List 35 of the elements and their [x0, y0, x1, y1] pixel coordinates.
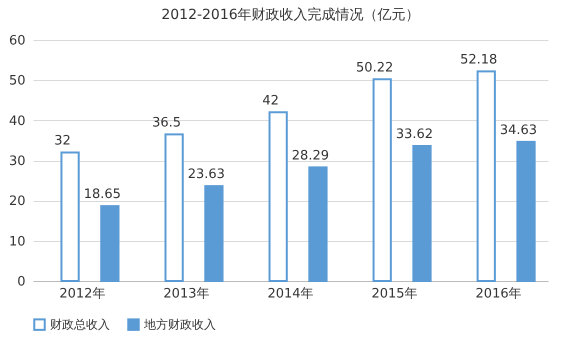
chart-title: 2012-2016年财政收入完成情况（亿元）	[161, 7, 420, 23]
bar	[60, 151, 80, 282]
y-tick-label: 20	[8, 194, 26, 210]
y-tick-label: 50	[8, 74, 26, 89]
y-tick-label: 0	[17, 274, 26, 290]
y-tick-label: 60	[8, 34, 26, 48]
data-label: 23.63	[188, 167, 225, 182]
data-label: 42	[262, 93, 279, 108]
data-label: 36.5	[152, 115, 182, 130]
bar	[164, 133, 184, 282]
data-label: 28.29	[292, 148, 329, 164]
x-tick-label: 2012年	[59, 286, 106, 302]
data-label: 33.62	[396, 126, 434, 142]
data-label: 50.22	[356, 60, 394, 76]
data-label: 34.63	[500, 122, 538, 138]
data-label: 18.65	[84, 187, 121, 202]
legend-label: 地方财政收入	[143, 318, 216, 332]
data-label: 32	[54, 133, 71, 148]
bar	[308, 166, 328, 282]
bar	[372, 78, 392, 282]
y-tick-label: 40	[8, 114, 26, 129]
bar	[516, 140, 536, 282]
data-label: 52.18	[460, 52, 498, 68]
x-tick-label: 2013年	[163, 286, 210, 302]
bar	[268, 111, 288, 282]
bar	[476, 70, 496, 282]
y-tick-label: 10	[8, 234, 26, 250]
y-tick-label: 30	[8, 154, 26, 169]
x-tick-label: 2016年	[476, 286, 522, 302]
bar	[412, 144, 432, 282]
x-tick-label: 2015年	[371, 286, 418, 302]
bar	[100, 205, 120, 282]
legend-label: 财政总收入	[50, 318, 110, 332]
bar	[204, 185, 224, 282]
x-tick-label: 2014年	[267, 286, 314, 302]
